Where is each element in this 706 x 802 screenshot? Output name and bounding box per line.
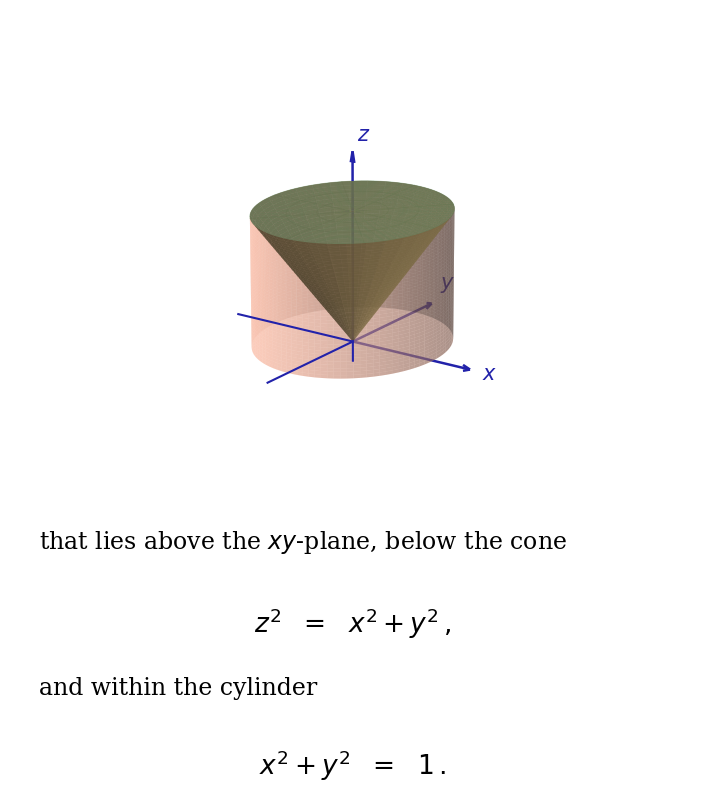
Text: and within the cylinder: and within the cylinder xyxy=(39,678,317,700)
Text: $z^2\ \ =\ \ x^2 + y^2\,,$: $z^2\ \ =\ \ x^2 + y^2\,,$ xyxy=(254,606,452,641)
Text: $x^2 + y^2\ \ =\ \ 1\,.$: $x^2 + y^2\ \ =\ \ 1\,.$ xyxy=(260,748,446,783)
Text: that lies above the $xy$-plane, below the cone: that lies above the $xy$-plane, below th… xyxy=(39,529,567,556)
